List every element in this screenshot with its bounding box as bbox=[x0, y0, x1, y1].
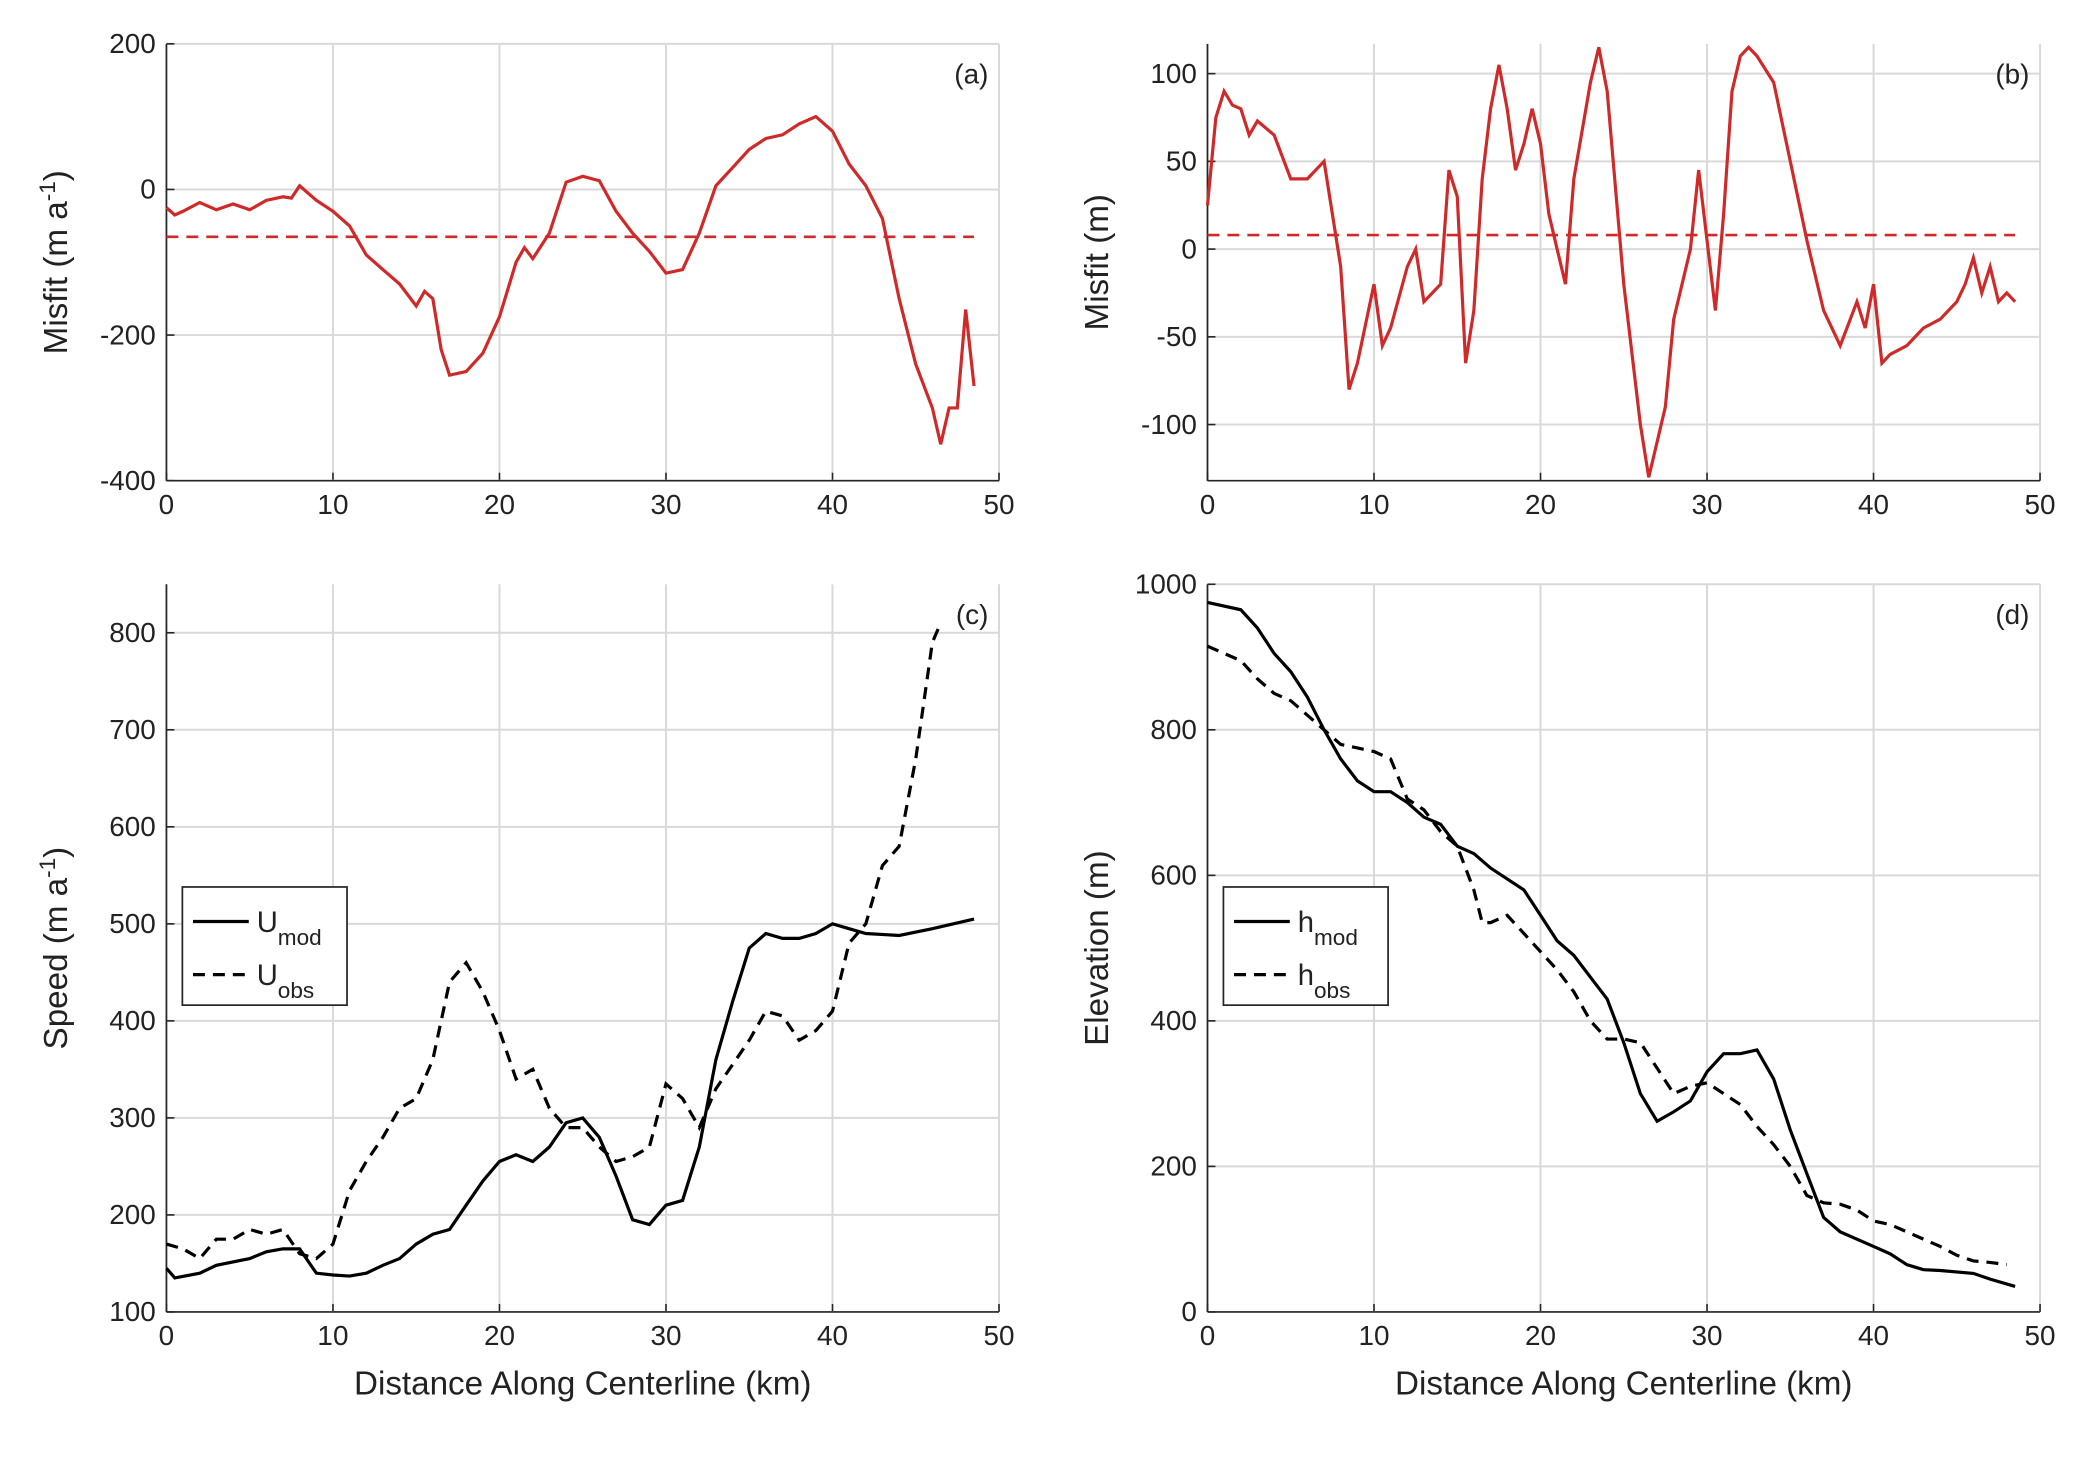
x-axis-label: Distance Along Centerline (km) bbox=[1395, 1365, 1852, 1402]
y-tick-label: 0 bbox=[1181, 1296, 1197, 1327]
data-line bbox=[1207, 600, 2016, 1288]
legend-box bbox=[181, 886, 348, 1007]
panel: 0 10 20 30 40 50 -100 -50 0 50 100 (b) Misfit (m) bbox=[1079, 43, 2056, 520]
y-axis-label-part: Misfit (m) bbox=[1079, 194, 1116, 330]
y-tick-label: 100 bbox=[109, 1296, 156, 1327]
x-tick-label: 50 bbox=[984, 1320, 1015, 1351]
y-axis-label-part: Elevation (m) bbox=[1079, 850, 1116, 1046]
y-tick-label: 600 bbox=[109, 811, 156, 842]
data-line bbox=[1205, 44, 2017, 478]
y-tick-label: 800 bbox=[109, 617, 156, 648]
x-tick-label: 10 bbox=[317, 489, 348, 520]
y-tick-label: 0 bbox=[140, 174, 156, 205]
y-tick-label: 700 bbox=[109, 714, 156, 745]
y-tick-label: -100 bbox=[1141, 409, 1197, 440]
x-tick-label: 30 bbox=[650, 489, 681, 520]
x-tick-label: 50 bbox=[984, 489, 1015, 520]
y-tick-label: 500 bbox=[109, 908, 156, 939]
x-tick-label: 50 bbox=[2025, 1320, 2056, 1351]
x-tick-label: 0 bbox=[159, 489, 175, 520]
legend-subscript: mod bbox=[278, 925, 322, 950]
y-axis-label: Speed (m a-1) bbox=[34, 847, 75, 1050]
legend-subscript: mod bbox=[1314, 925, 1358, 950]
y-tick-label: -400 bbox=[100, 465, 156, 496]
legend-label: Umod bbox=[257, 907, 322, 950]
x-tick-label: 20 bbox=[484, 1320, 515, 1351]
x-tick-label: 10 bbox=[1358, 489, 1389, 520]
panel-label: (a) bbox=[954, 59, 988, 90]
y-tick-label: 1000 bbox=[1135, 569, 1197, 600]
panel-label: (b) bbox=[1995, 59, 2029, 90]
y-axis-label: Misfit (m a-1) bbox=[34, 170, 75, 354]
y-axis-label-part: -1 bbox=[34, 858, 59, 878]
y-axis-label-part: ) bbox=[38, 170, 75, 181]
y-tick-label: 100 bbox=[1150, 58, 1197, 89]
x-tick-label: 0 bbox=[159, 1320, 175, 1351]
panel: 0 10 20 30 40 50 -400 -200 0 200 (a) Misfit (m a-1) bbox=[34, 28, 1014, 520]
y-axis-label-part: Speed (m a bbox=[38, 877, 75, 1049]
y-tick-label: 200 bbox=[109, 28, 156, 59]
legend-label: hobs bbox=[1298, 960, 1351, 1003]
data-line bbox=[165, 622, 943, 1261]
panel-label: (d) bbox=[1995, 599, 2029, 630]
y-tick-label: -200 bbox=[100, 319, 156, 350]
panel: 0 10 20 30 40 50 0 200 400 600 800 1000 (d) Elevation… bbox=[1079, 569, 2056, 1403]
legend-label: hmod bbox=[1298, 907, 1358, 950]
x-tick-label: 10 bbox=[1358, 1320, 1389, 1351]
y-tick-label: 0 bbox=[1181, 233, 1197, 264]
data-line bbox=[1206, 644, 2007, 1267]
y-axis-label-part: Misfit (m a bbox=[38, 201, 75, 355]
panel-label: (c) bbox=[956, 599, 989, 630]
y-axis-label: Misfit (m) bbox=[1079, 194, 1116, 330]
y-tick-label: -50 bbox=[1157, 321, 1197, 352]
y-tick-label: 300 bbox=[109, 1102, 156, 1133]
x-tick-label: 20 bbox=[1525, 1320, 1556, 1351]
legend-label: Uobs bbox=[257, 960, 314, 1003]
x-tick-label: 30 bbox=[650, 1320, 681, 1351]
legend-box bbox=[1222, 886, 1389, 1007]
legend-subscript: obs bbox=[1314, 978, 1350, 1003]
x-tick-label: 0 bbox=[1200, 489, 1216, 520]
y-axis-label: Elevation (m) bbox=[1079, 850, 1116, 1046]
panel: 0 10 20 30 40 50 100 200 300 400 500 600 700 800 (c) Sp… bbox=[34, 584, 1015, 1402]
data-line bbox=[165, 114, 976, 445]
legend-name: U bbox=[257, 907, 278, 939]
y-axis-label-part: ) bbox=[38, 847, 75, 858]
y-tick-label: 400 bbox=[1150, 1005, 1197, 1036]
x-tick-label: 40 bbox=[817, 1320, 848, 1351]
x-axis-label: Distance Along Centerline (km) bbox=[354, 1365, 811, 1402]
y-axis-label-part: -1 bbox=[34, 181, 59, 201]
x-tick-label: 30 bbox=[1692, 1320, 1723, 1351]
y-tick-label: 200 bbox=[1150, 1151, 1197, 1182]
y-tick-label: 400 bbox=[109, 1005, 156, 1036]
x-tick-label: 20 bbox=[484, 489, 515, 520]
y-tick-label: 200 bbox=[109, 1199, 156, 1230]
y-tick-label: 800 bbox=[1150, 714, 1197, 745]
x-tick-label: 20 bbox=[1525, 489, 1556, 520]
y-tick-label: 600 bbox=[1150, 860, 1197, 891]
x-tick-label: 0 bbox=[1200, 1320, 1216, 1351]
legend-name: U bbox=[257, 960, 278, 992]
legend-name: h bbox=[1298, 960, 1314, 992]
x-tick-label: 50 bbox=[2025, 489, 2056, 520]
legend-subscript: obs bbox=[278, 978, 314, 1003]
x-tick-label: 40 bbox=[1858, 489, 1889, 520]
y-tick-label: 50 bbox=[1166, 146, 1197, 177]
x-tick-label: 40 bbox=[817, 489, 848, 520]
x-tick-label: 30 bbox=[1692, 489, 1723, 520]
x-tick-label: 40 bbox=[1858, 1320, 1889, 1351]
legend-name: h bbox=[1298, 907, 1314, 939]
x-tick-label: 10 bbox=[317, 1320, 348, 1351]
